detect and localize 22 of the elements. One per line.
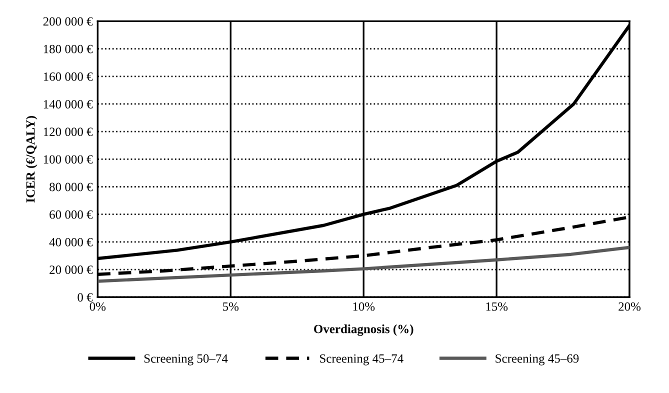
y-tick-label: 160 000 € bbox=[44, 72, 93, 81]
y-axis-title: ICER (€/QALY) bbox=[26, 116, 38, 202]
legend-label: Screening 45–69 bbox=[496, 354, 579, 366]
legend-label: Screening 50–74 bbox=[144, 354, 228, 366]
y-tick-label: 100 000 € bbox=[44, 155, 93, 164]
legend-label: Screening 45–74 bbox=[320, 354, 404, 366]
x-tick-label: 20% bbox=[618, 302, 641, 311]
y-tick-label: 60 000 € bbox=[50, 210, 93, 219]
line-series bbox=[98, 246, 630, 283]
y-tick-label: 80 000 € bbox=[50, 182, 93, 192]
y-tick-label: 200 000 € bbox=[43, 17, 93, 26]
y-tick-label: 140 000 € bbox=[44, 100, 93, 108]
x-tick-label: 15% bbox=[486, 302, 508, 311]
y-tick-label: 40 000 € bbox=[49, 238, 93, 246]
x-axis-title: Overdiagnosis (%) bbox=[314, 324, 414, 336]
y-tick-label: 120 000 € bbox=[44, 128, 93, 136]
y-tick-label: 180 000 € bbox=[44, 44, 93, 54]
x-tick-label: 10% bbox=[353, 302, 375, 311]
x-tick-label: 0% bbox=[90, 302, 106, 311]
y-tick-label: 0 € bbox=[78, 293, 93, 302]
y-tick-label: 20 000 € bbox=[50, 266, 93, 274]
x-tick-label: 5% bbox=[223, 302, 239, 311]
